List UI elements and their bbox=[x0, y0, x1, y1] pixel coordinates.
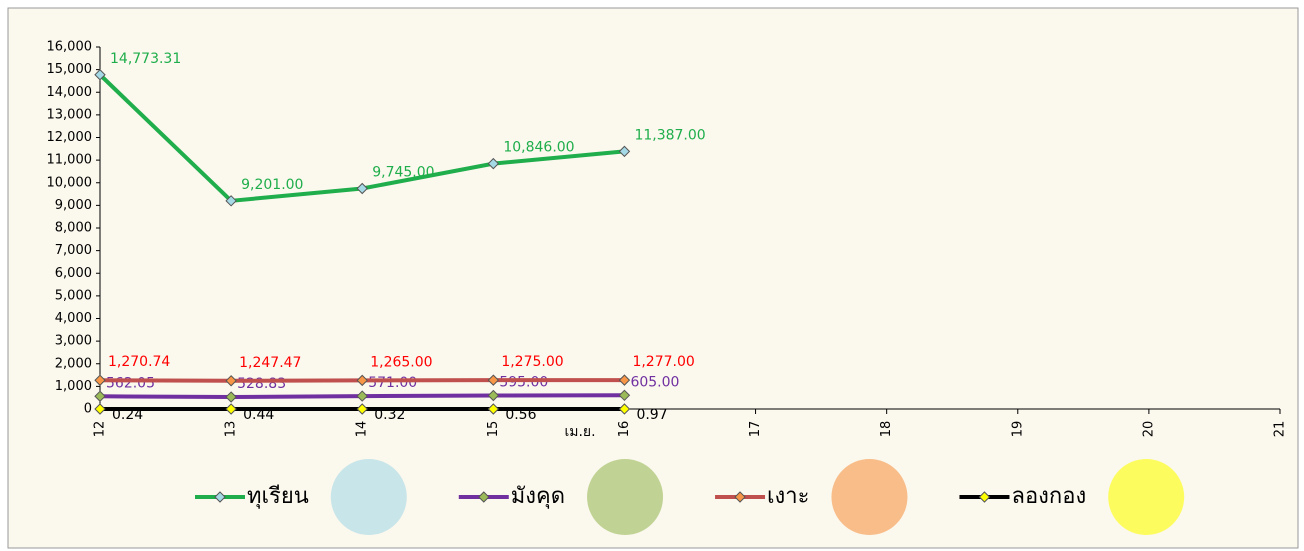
y-tick-label: 11,000 bbox=[47, 153, 93, 168]
data-label: 1,247.47 bbox=[239, 355, 301, 371]
data-point bbox=[225, 375, 237, 387]
data-point bbox=[94, 374, 106, 386]
data-point bbox=[618, 403, 631, 415]
data-point bbox=[94, 403, 106, 415]
data-point bbox=[356, 374, 368, 387]
data-point bbox=[225, 391, 237, 403]
y-tick-label: 6,000 bbox=[55, 266, 92, 281]
y-tick-label: 3,000 bbox=[55, 334, 92, 349]
y-tick-label: 0 bbox=[84, 402, 92, 417]
y-tick-label: 5,000 bbox=[55, 288, 92, 303]
y-tick-label: 14,000 bbox=[47, 85, 93, 100]
legend-label: ทุเรียน bbox=[247, 484, 309, 509]
y-tick-label: 16,000 bbox=[47, 40, 93, 55]
x-tick-label: 12 bbox=[93, 421, 108, 438]
y-tick-label: 7,000 bbox=[55, 243, 92, 258]
data-label: 571.00 bbox=[368, 375, 417, 391]
chart-background bbox=[7, 7, 1299, 549]
data-label: 0.97 bbox=[636, 407, 667, 423]
legend-label: ลองกอง bbox=[1011, 484, 1086, 509]
data-point bbox=[356, 403, 368, 415]
data-label: 1,270.74 bbox=[108, 354, 170, 370]
data-point bbox=[487, 403, 500, 415]
y-tick-label: 4,000 bbox=[55, 311, 92, 326]
legend-marker bbox=[214, 491, 226, 503]
y-tick-label: 8,000 bbox=[55, 221, 92, 236]
data-label: 1,265.00 bbox=[370, 354, 432, 370]
data-point bbox=[94, 69, 106, 81]
data-label: 10,846.00 bbox=[503, 140, 574, 156]
x-tick-label: 18 bbox=[879, 421, 894, 438]
y-tick-label: 15,000 bbox=[47, 62, 93, 77]
data-point bbox=[356, 182, 368, 195]
data-label: 1,275.00 bbox=[501, 354, 563, 370]
data-point bbox=[487, 157, 500, 170]
data-point bbox=[618, 389, 631, 402]
data-point bbox=[225, 195, 237, 207]
data-point bbox=[487, 389, 500, 402]
legend-label: เงาะ bbox=[767, 484, 809, 509]
x-tick-label: 21 bbox=[1273, 421, 1288, 438]
legend-label: มังคุด bbox=[511, 484, 565, 509]
legend-fruit-image bbox=[587, 459, 664, 535]
legend-fruit-image bbox=[1108, 459, 1185, 535]
y-tick-label: 9,000 bbox=[55, 198, 92, 213]
x-tick-label: 19 bbox=[1010, 421, 1025, 438]
data-label: 605.00 bbox=[630, 374, 679, 390]
data-label: 595.00 bbox=[499, 375, 548, 391]
data-point bbox=[225, 403, 237, 415]
y-tick-label: 13,000 bbox=[47, 107, 93, 122]
legend-fruit-image bbox=[831, 459, 908, 535]
y-tick-label: 1,000 bbox=[55, 379, 92, 394]
data-label: 0.24 bbox=[112, 407, 143, 423]
y-tick-label: 2,000 bbox=[55, 356, 92, 371]
legend-marker bbox=[978, 491, 991, 503]
x-tick-label: 14 bbox=[355, 421, 370, 438]
data-point bbox=[356, 390, 368, 402]
y-tick-label: 12,000 bbox=[47, 130, 93, 145]
x-tick-label: 15 bbox=[486, 421, 501, 438]
data-label: 0.56 bbox=[505, 407, 536, 423]
data-label: 528.83 bbox=[237, 376, 286, 392]
data-point bbox=[487, 374, 500, 386]
data-label: 11,387.00 bbox=[634, 127, 705, 143]
data-label: 562.05 bbox=[106, 375, 155, 391]
y-tick-label: 10,000 bbox=[47, 175, 93, 190]
data-point bbox=[94, 390, 106, 402]
data-point bbox=[618, 374, 631, 386]
x-tick-label: 20 bbox=[1141, 421, 1156, 438]
data-label: 9,201.00 bbox=[241, 177, 303, 193]
x-tick-label: 16 bbox=[617, 421, 632, 438]
legend-fruit-image bbox=[330, 459, 407, 535]
legend-marker bbox=[734, 491, 746, 503]
data-label: 0.44 bbox=[243, 407, 274, 423]
legend-marker bbox=[478, 491, 490, 503]
data-label: 1,277.00 bbox=[632, 354, 694, 370]
data-point bbox=[618, 145, 631, 158]
data-label: 0.32 bbox=[374, 407, 405, 423]
x-tick-label: 17 bbox=[748, 421, 763, 438]
data-label: 9,745.00 bbox=[372, 165, 434, 181]
data-label: 14,773.31 bbox=[110, 51, 181, 67]
x-axis-label: เม.ย. bbox=[564, 424, 595, 440]
x-tick-label: 13 bbox=[224, 421, 239, 438]
